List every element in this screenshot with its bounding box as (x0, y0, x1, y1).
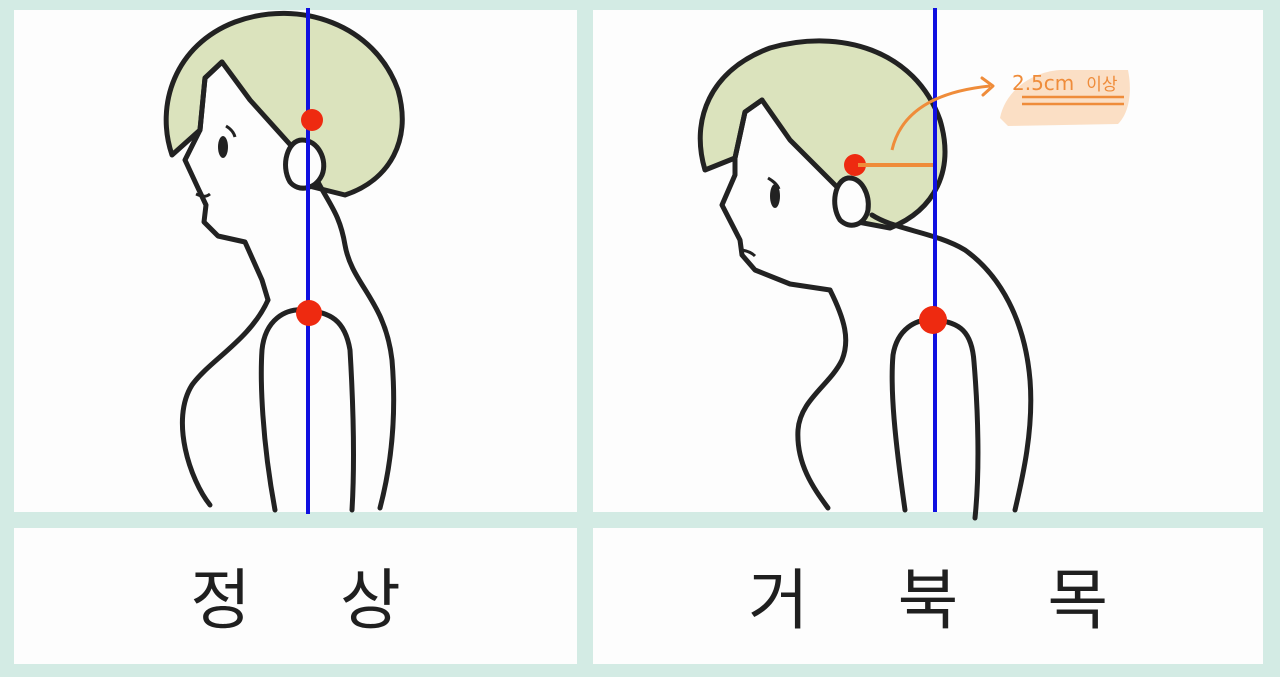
offset-value: 2.5cm (1012, 71, 1075, 95)
ear-marker-normal (301, 109, 323, 131)
offset-annotation: 2.5cm 이상 (1012, 70, 1118, 95)
face-left (182, 59, 271, 303)
eye-right (770, 184, 780, 208)
hair-left (163, 10, 405, 198)
face-right (719, 97, 833, 293)
shoulder-marker-forward (919, 306, 947, 334)
eye-left (218, 136, 228, 158)
ear-marker-forward (844, 154, 866, 176)
caption-forward-head: 거 북 목 (747, 562, 1143, 639)
offset-callout-arrow (890, 84, 991, 151)
neck-back-left (315, 179, 397, 511)
ear-right (832, 175, 871, 228)
normal-posture-figure (163, 10, 405, 513)
chest-right (795, 287, 849, 511)
hair-right (697, 38, 948, 231)
forward-head-figure (697, 38, 1034, 521)
caption-normal: 정 상 (190, 562, 435, 639)
offset-suffix: 이상 (1086, 75, 1118, 95)
shoulder-marker-normal (296, 300, 322, 326)
chest-left (179, 297, 271, 508)
neck-back-right (869, 212, 1034, 513)
